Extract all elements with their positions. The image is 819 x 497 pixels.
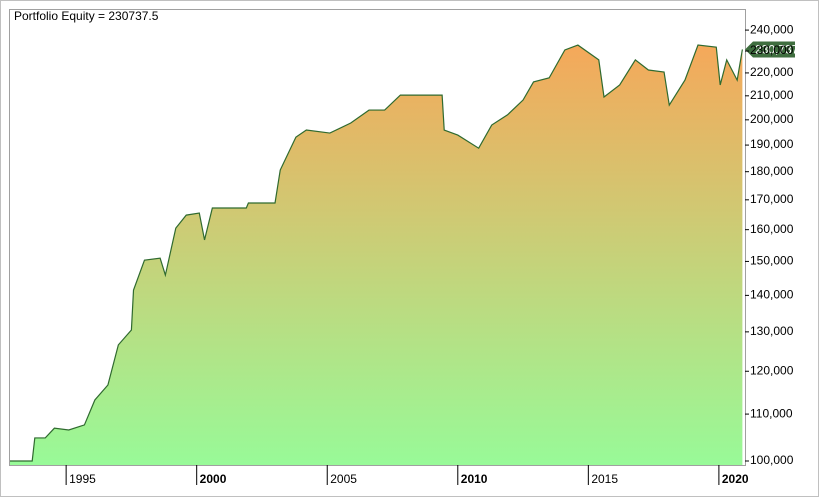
y-tick-label: 140,000 [750,288,794,302]
y-tick-label: 210,000 [750,88,794,102]
y-tick-label: 170,000 [750,192,794,206]
y-tick-label: 110,000 [750,406,793,420]
y-tick-label: 240,000 [750,22,794,36]
y-tick-label: 100,000 [750,453,794,467]
last-value-label: 230,737 [755,43,799,57]
y-tick-label: 220,000 [750,65,794,79]
y-tick-label: 150,000 [750,254,794,268]
y-tick-label: 180,000 [750,164,794,178]
equity-line [10,44,743,462]
plot-frame [9,9,746,466]
equity-area [10,45,743,465]
x-tick-label: 2000 [200,472,227,486]
chart-title: Portfolio Equity = 230737.5 [14,9,159,23]
x-tick-label: 2015 [591,472,618,486]
x-tick-label: 2010 [461,472,488,486]
y-tick-label: 230,000 [750,43,794,57]
y-tick-label: 120,000 [750,363,794,377]
x-tick-label: 2020 [722,472,749,486]
y-tick-label: 160,000 [750,222,794,236]
last-value-flag [745,41,795,58]
y-tick-label: 200,000 [750,112,794,126]
y-tick-label: 190,000 [750,137,794,151]
y-tick-label: 130,000 [750,324,794,338]
x-tick-label: 2005 [330,472,357,486]
x-tick-label: 1995 [69,472,96,486]
plot [10,44,743,465]
